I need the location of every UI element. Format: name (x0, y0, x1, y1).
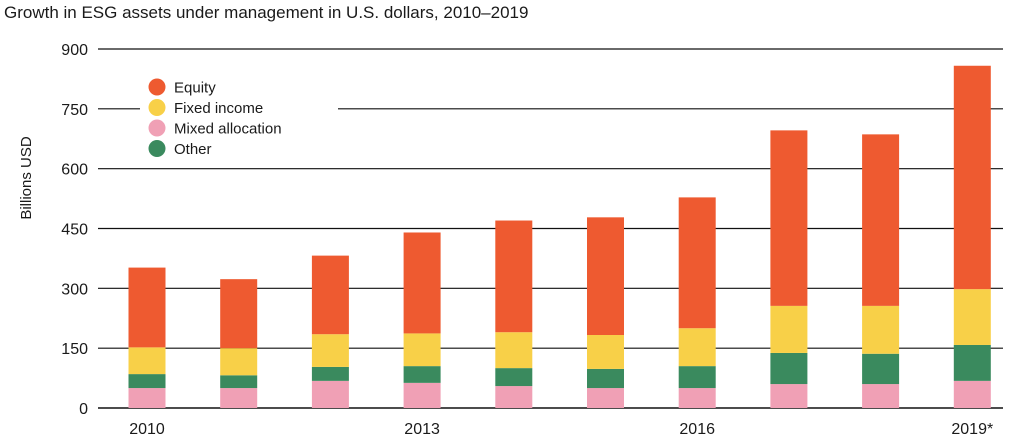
bar-fixed-income (953, 289, 991, 345)
legend-label: Equity (174, 80, 216, 97)
bar-equity (953, 65, 991, 290)
gridlines (98, 48, 1003, 409)
legend-label: Mixed allocation (174, 121, 282, 138)
bar-mixed-allocation (587, 388, 624, 408)
chart-title: Growth in ESG assets under management in… (4, 3, 529, 22)
y-axis-label: Billions USD (18, 136, 35, 220)
bar-fixed-income (678, 328, 716, 367)
bar-equity (311, 255, 349, 335)
bar-mixed-allocation (311, 380, 349, 408)
y-tick-label: 150 (61, 341, 88, 358)
bar-fixed-income (128, 347, 166, 375)
bar-fixed-income (495, 332, 533, 369)
y-tick-label: 900 (61, 42, 88, 59)
x-tick-label: 2013 (404, 421, 440, 438)
bar-equity (770, 130, 808, 306)
bar-other (862, 353, 900, 385)
bar-fixed-income (403, 333, 441, 367)
x-tick-label: 2010 (129, 421, 165, 438)
bar-other (220, 375, 258, 389)
bar-equity (403, 232, 441, 334)
legend-swatch (148, 119, 166, 137)
bar-other (128, 374, 166, 389)
bar-mixed-allocation (495, 386, 533, 408)
y-tick-label: 0 (79, 401, 88, 418)
legend: Equity Fixed income Mixed allocation Other (140, 72, 338, 164)
x-tick-label: 2019* (951, 421, 993, 438)
bar-other (495, 368, 533, 387)
y-tick-label: 750 (61, 102, 88, 119)
bar-other (311, 366, 349, 381)
bar-equity (220, 279, 258, 349)
y-tick-labels: 0 150 300 450 600 750 900 (61, 42, 88, 418)
bar-mixed-allocation (862, 384, 900, 408)
bar-fixed-income (220, 348, 258, 376)
bar-equity (495, 220, 533, 333)
bar-mixed-allocation (128, 388, 166, 408)
bar-other (953, 344, 991, 381)
bar-equity (678, 197, 716, 329)
bar-fixed-income (770, 305, 808, 353)
x-tick-label: 2016 (679, 421, 715, 438)
bar-fixed-income (311, 334, 349, 367)
y-tick-label: 450 (61, 222, 88, 239)
x-tick-labels: 2010 2013 2016 2019* (129, 421, 993, 438)
bar-mixed-allocation (953, 380, 991, 408)
bar-mixed-allocation (678, 388, 716, 408)
bar-other (587, 368, 624, 389)
legend-swatch (148, 140, 166, 157)
legend-swatch (148, 78, 166, 96)
bars (128, 65, 991, 408)
bar-other (770, 352, 808, 385)
bar-fixed-income (862, 305, 900, 354)
legend-label: Fixed income (174, 100, 263, 117)
bar-other (403, 366, 441, 383)
y-tick-label: 600 (61, 162, 88, 179)
legend-background (140, 72, 338, 164)
bar-equity (128, 267, 166, 348)
legend-label: Other (174, 141, 212, 158)
bar-other (678, 366, 716, 389)
bar-mixed-allocation (770, 384, 808, 408)
bar-mixed-allocation (403, 382, 441, 408)
bar-mixed-allocation (220, 388, 258, 408)
bar-fixed-income (587, 335, 624, 369)
legend-swatch (148, 99, 166, 116)
y-tick-label: 300 (61, 281, 88, 298)
bar-equity (862, 134, 900, 306)
bar-equity (587, 217, 624, 336)
